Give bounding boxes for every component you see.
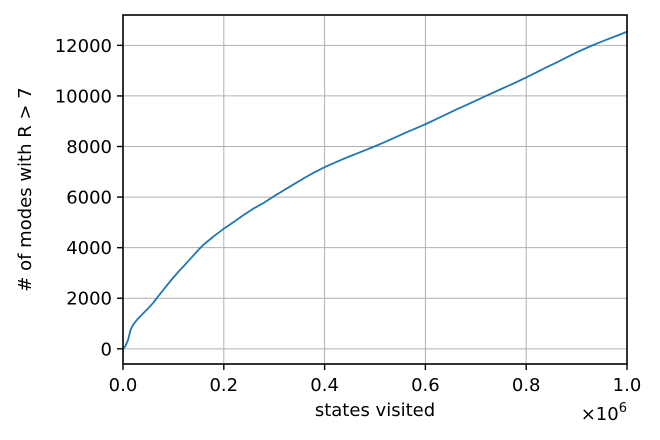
y-tick-label: 2000: [66, 289, 112, 310]
x-tick-label: 0.0: [109, 375, 138, 396]
x-tick-label: 1.0: [613, 375, 642, 396]
x-tick-label: 0.2: [209, 375, 238, 396]
y-tick-label: 6000: [66, 188, 112, 209]
grid-lines: [122, 15, 628, 364]
axis-ticks: 0.0 0.2 0.4 0.6 0.8 1.0 0 2000 4000 6000 8000 10000…: [55, 36, 642, 396]
y-tick-label: 8000: [66, 137, 112, 158]
x-axis-offset-exponent: 6: [619, 401, 627, 416]
plot-frame: [122, 14, 628, 365]
y-axis-label: # of modes with R > 7: [15, 87, 36, 291]
x-tick-label: 0.8: [512, 375, 541, 396]
y-tick-label: 12000: [55, 36, 112, 57]
x-axis-offset-label: ×106: [581, 401, 627, 425]
series-line: [122, 30, 628, 350]
series-layer: [122, 30, 628, 350]
x-tick-label: 0.4: [310, 375, 339, 396]
y-tick-label: 10000: [55, 86, 112, 107]
x-axis-label: states visited: [315, 400, 435, 421]
y-tick-label: 0: [101, 339, 112, 360]
x-axis-offset-base: ×10: [581, 404, 619, 425]
y-tick-label: 4000: [66, 238, 112, 259]
x-tick-label: 0.6: [411, 375, 440, 396]
